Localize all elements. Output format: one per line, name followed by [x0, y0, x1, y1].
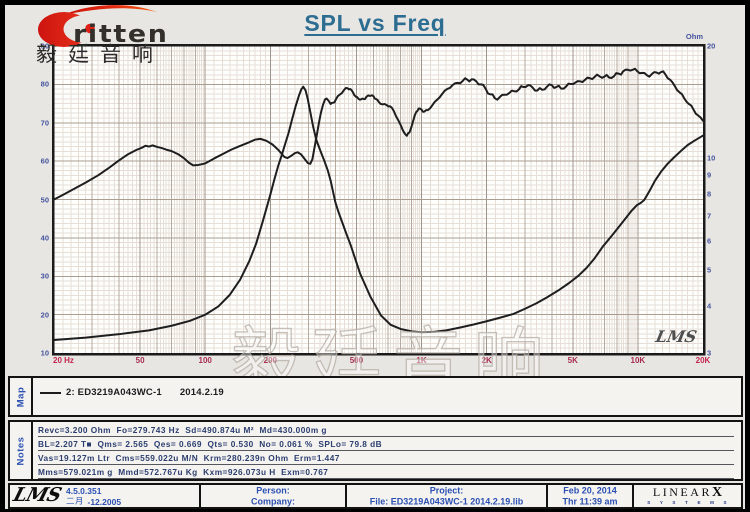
logo-tail-swoosh-icon: [63, 5, 157, 15]
legend-curve-date: 2014.2.19: [179, 387, 224, 398]
right-tick-4: 4: [707, 301, 712, 311]
map-section-label: Map: [10, 378, 33, 415]
freq-tick-1K: 1K: [416, 356, 426, 365]
left-tick-80: 80: [40, 79, 49, 89]
page-title: SPL vs Freq: [304, 10, 446, 36]
footer-cell-person: Person: Company:: [201, 485, 347, 507]
left-tick-50: 50: [40, 195, 49, 204]
footer-cell-datetime: Feb 20, 2014 Thr 11:39 am: [548, 485, 634, 507]
note-text-4: Mms=579.021m g Mmd=572.767u Kg Kxm=926.0…: [38, 467, 329, 477]
right-axis-unit-label: Ohm: [685, 32, 703, 41]
right-tick-6: 6: [707, 236, 712, 246]
right-tick-8: 8: [707, 189, 712, 199]
cjk-char-二: [66, 497, 74, 504]
footer-cell-project: Project: File: ED3219A043WC-1 2014.2.19.…: [347, 485, 548, 507]
footer-info-bar: LMS 4.5.0.351 -12.2005 Person: Company: …: [8, 483, 743, 509]
left-tick-30: 30: [40, 271, 49, 281]
version-date: -12.2005: [66, 496, 121, 508]
left-tick-70: 70: [40, 118, 49, 128]
freq-tick-10K: 10K: [630, 356, 646, 365]
watermark-cjk: [231, 320, 548, 408]
note-text-2: BL=2.207 T■ Qms= 2.565 Qes= 0.669 Qts= 0…: [38, 439, 383, 449]
brand-name: ritten: [73, 20, 169, 48]
version-number: 4.5.0.351: [66, 486, 102, 496]
version-block: 4.5.0.351 -12.2005: [66, 486, 121, 508]
legend-curve-name: 2: ED3219A043WC-1: [66, 387, 162, 398]
freq-tick-20-Hz: 20 Hz: [53, 356, 74, 365]
footer-time: Thr 11:39 am: [562, 496, 618, 506]
lms-logo: LMS: [10, 484, 64, 506]
footer-cell-lms: LMS 4.5.0.351 -12.2005: [10, 484, 201, 508]
logo-dot-icon: [85, 23, 95, 34]
right-tick-3: 3: [707, 348, 712, 358]
plot-corner-lms-logo: LMS: [653, 327, 699, 346]
plot-border: [51, 43, 706, 356]
right-tick-20: 20: [707, 41, 716, 51]
freq-tick-20K: 20K: [695, 356, 711, 365]
cjk-char-毅: [36, 43, 57, 63]
spl-vs-freq-plot: [51, 43, 706, 356]
left-tick-10: 10: [40, 348, 49, 358]
map-section: Map 2: ED3219A043WC-1 2014.2.19: [8, 376, 743, 417]
cjk-char-廷: [68, 43, 89, 63]
right-tick-7: 7: [707, 211, 712, 221]
right-tick-9: 9: [707, 170, 712, 180]
cjk-char-音: [101, 43, 120, 63]
note-line-3: Vas=19.127m Ltr Cms=559.022u M/N Krm=280…: [38, 452, 734, 465]
footer-date: Feb 20, 2014: [563, 485, 617, 496]
left-tick-40: 40: [40, 233, 49, 243]
linearx-systems-label: S Y S T E M S: [647, 500, 731, 505]
company-label: Company:: [250, 496, 295, 506]
cjk-char-月: [75, 497, 82, 505]
footer-cell-linearx: LINEARX S Y S T E M S: [634, 485, 741, 507]
project-file: File: ED3219A043WC-1 2014.2.19.lib: [369, 496, 524, 506]
freq-tick-2K: 2K: [481, 356, 492, 365]
legend-line-sample-icon: [40, 391, 61, 394]
notes-section-label: Notes: [10, 422, 33, 479]
note-text-3: Vas=19.127m Ltr Cms=559.022u M/N Krm=280…: [38, 453, 340, 463]
person-label: Person:: [256, 485, 290, 496]
cjk-char-毅: [232, 324, 300, 391]
note-line-2: BL=2.207 T■ Qms= 2.565 Qes= 0.669 Qts= 0…: [38, 438, 734, 451]
notes-section: Notes Revc=3.200 Ohm Fo=279.743 Hz Sd=49…: [8, 420, 743, 481]
right-tick-10: 10: [707, 153, 716, 163]
note-text-1: Revc=3.200 Ohm Fo=279.743 Hz Sd=490.874u…: [38, 425, 327, 435]
freq-tick-5K: 5K: [567, 356, 578, 365]
freq-tick-100: 100: [198, 356, 212, 365]
cjk-char-响: [133, 43, 152, 63]
note-line-4: Mms=579.021m g Mmd=572.767u Kg Kxm=926.0…: [38, 466, 734, 479]
note-line-1: Revc=3.200 Ohm Fo=279.743 Hz Sd=490.874u…: [38, 424, 734, 437]
brand-name-chinese: [36, 42, 157, 72]
right-tick-5: 5: [707, 265, 712, 275]
left-tick-60: 60: [40, 156, 49, 166]
linearx-logo: LINEARX: [652, 485, 723, 500]
project-label: Project:: [429, 485, 464, 496]
spl-curve: [53, 67, 704, 201]
freq-tick-50: 50: [135, 356, 145, 365]
brand-logo-swoosh: [38, 5, 157, 47]
left-tick-20: 20: [40, 310, 49, 320]
impedance-curve: [53, 85, 704, 342]
logo-crescent-icon: [38, 12, 90, 47]
curve-legend: 2: ED3219A043WC-1 2014.2.19: [40, 387, 224, 398]
measurement-sheet: SPL vs Freq dBSPL Ohm 908070605040302010…: [5, 5, 745, 509]
